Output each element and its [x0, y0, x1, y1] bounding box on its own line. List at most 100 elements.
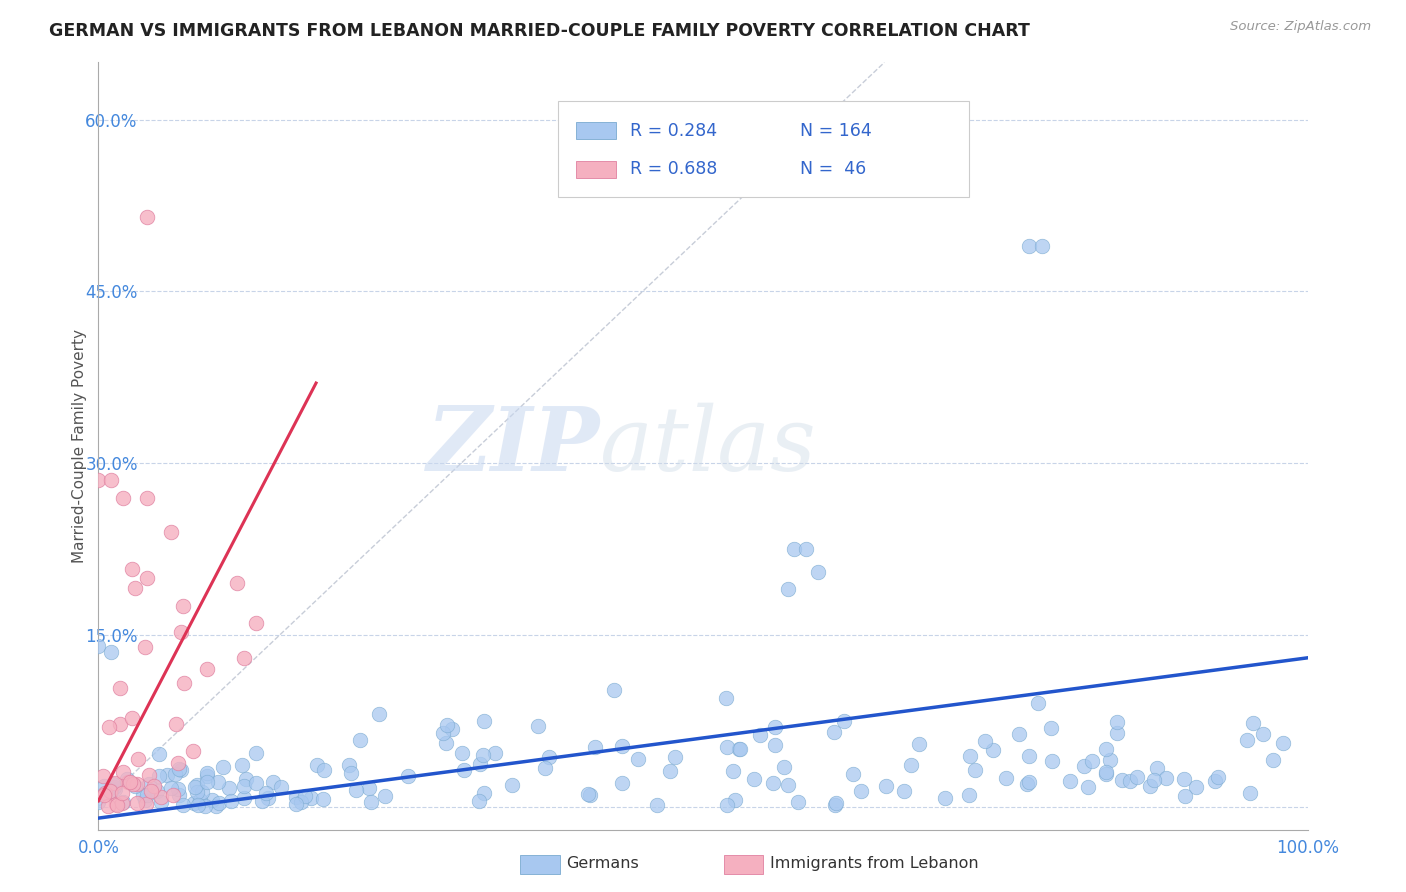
Point: [1236, 732, 1258, 747]
Point: [270, 780, 292, 794]
Point: [170, 624, 193, 639]
Point: [824, 797, 846, 812]
Text: GERMAN VS IMMIGRANTS FROM LEBANON MARRIED-COUPLE FAMILY POVERTY CORRELATION CHAR: GERMAN VS IMMIGRANTS FROM LEBANON MARRIE…: [49, 22, 1031, 40]
Point: [471, 747, 494, 762]
Point: [716, 798, 738, 813]
Point: [186, 785, 208, 799]
Point: [721, 764, 744, 779]
Point: [533, 761, 555, 775]
Point: [167, 782, 190, 797]
Point: [340, 766, 363, 780]
Point: [981, 743, 1004, 757]
Point: [782, 542, 804, 557]
Point: [762, 776, 785, 790]
FancyBboxPatch shape: [558, 101, 969, 197]
Point: [468, 794, 491, 808]
Point: [125, 797, 148, 811]
Bar: [576, 122, 616, 139]
Point: [294, 789, 316, 804]
Point: [87, 474, 110, 488]
Point: [875, 779, 897, 793]
Point: [1059, 774, 1081, 789]
Text: Immigrants from Lebanon: Immigrants from Lebanon: [770, 856, 979, 871]
Point: [1126, 771, 1149, 785]
Point: [434, 736, 457, 750]
Point: [134, 640, 156, 655]
Point: [262, 775, 284, 789]
Point: [900, 758, 922, 772]
Point: [357, 780, 380, 795]
Point: [207, 774, 229, 789]
Point: [108, 717, 131, 731]
Point: [1077, 780, 1099, 794]
Point: [1206, 770, 1229, 784]
Y-axis label: Married-Couple Family Poverty: Married-Couple Family Poverty: [72, 329, 87, 563]
Point: [87, 795, 110, 809]
Text: R = 0.284: R = 0.284: [630, 121, 717, 140]
Point: [148, 769, 170, 783]
Bar: [576, 161, 616, 178]
Point: [1107, 715, 1129, 730]
Point: [186, 778, 208, 792]
Point: [396, 769, 419, 783]
Text: atlas: atlas: [600, 402, 815, 490]
Point: [183, 744, 205, 758]
Point: [339, 757, 361, 772]
Point: [111, 786, 134, 800]
Point: [1040, 755, 1063, 769]
Point: [142, 779, 165, 793]
Point: [156, 768, 179, 782]
Point: [453, 763, 475, 777]
Point: [1271, 736, 1294, 750]
Point: [1018, 238, 1040, 252]
Point: [135, 797, 157, 811]
Point: [87, 640, 110, 654]
Point: [184, 780, 207, 794]
Point: [344, 783, 367, 797]
Point: [121, 777, 143, 791]
Point: [1204, 774, 1226, 789]
Point: [527, 719, 550, 733]
Point: [191, 785, 214, 799]
Point: [165, 767, 187, 781]
Point: [1026, 696, 1049, 710]
Point: [111, 764, 134, 779]
Point: [472, 714, 495, 728]
Point: [100, 645, 122, 659]
Point: [150, 795, 173, 809]
Point: [1018, 774, 1040, 789]
Point: [226, 576, 249, 591]
Point: [245, 776, 267, 790]
Point: [436, 718, 458, 732]
Point: [1146, 761, 1168, 775]
Point: [825, 797, 848, 811]
Point: [612, 775, 634, 789]
Point: [724, 793, 747, 807]
Point: [1111, 773, 1133, 788]
Point: [195, 775, 218, 789]
Point: [245, 616, 267, 631]
Point: [232, 650, 254, 665]
Point: [440, 722, 463, 736]
Point: [1073, 759, 1095, 773]
Point: [257, 791, 280, 805]
Point: [212, 760, 235, 774]
Point: [312, 792, 335, 806]
Point: [139, 784, 162, 798]
Point: [786, 795, 808, 809]
Point: [794, 542, 817, 557]
Point: [349, 732, 371, 747]
Point: [124, 581, 146, 595]
Point: [204, 799, 226, 814]
Point: [169, 789, 191, 803]
Point: [201, 793, 224, 807]
Point: [232, 780, 254, 794]
Point: [94, 786, 117, 800]
Point: [776, 778, 799, 792]
Point: [1008, 727, 1031, 741]
Point: [1185, 780, 1208, 794]
Point: [172, 798, 194, 813]
Point: [659, 764, 682, 778]
Point: [148, 747, 170, 761]
Point: [1094, 766, 1116, 780]
